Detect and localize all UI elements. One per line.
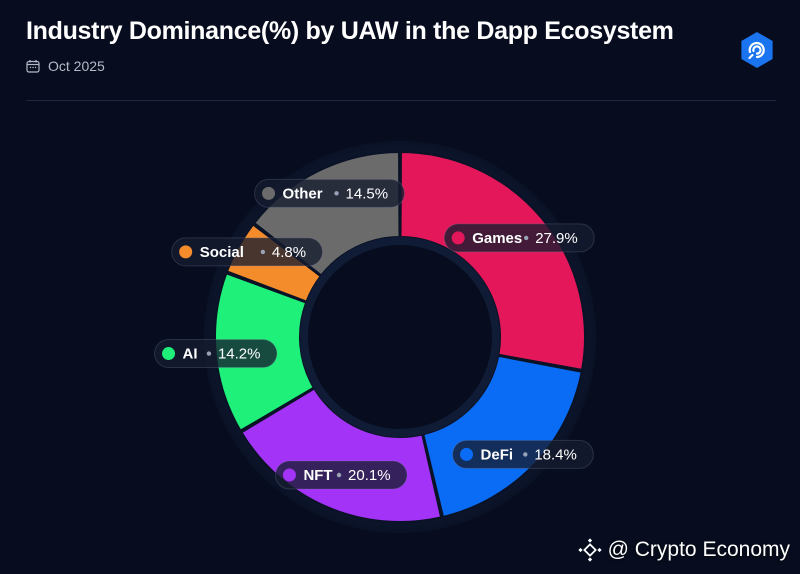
label-value: 20.1% xyxy=(348,467,391,484)
label-value: 14.2% xyxy=(218,346,261,363)
label-nft: NFT 20.1% xyxy=(274,460,408,490)
label-name: NFT xyxy=(303,467,332,484)
label-pill xyxy=(154,339,278,369)
label-pill xyxy=(452,439,594,469)
label-value: 4.8% xyxy=(272,244,306,261)
label-name: AI xyxy=(183,346,198,363)
date-row: Oct 2025 xyxy=(26,58,776,74)
dappradar-logo-icon[interactable] xyxy=(738,31,776,69)
label-pill xyxy=(443,223,595,253)
binance-logo-icon xyxy=(577,538,602,562)
label-value: 18.4% xyxy=(534,446,577,463)
header-divider xyxy=(26,100,776,101)
legend-dot xyxy=(262,186,276,200)
legend-dot xyxy=(282,468,296,482)
label-name: DeFi xyxy=(481,446,514,463)
chart-date: Oct 2025 xyxy=(48,58,105,74)
label-separator xyxy=(334,191,339,196)
chart-header: Industry Dominance(%) by UAW in the Dapp… xyxy=(26,14,776,74)
watermark: @ Crypto Economy xyxy=(577,538,790,562)
label-name: Social xyxy=(200,244,244,261)
label-social: Social 4.8% xyxy=(171,237,323,267)
legend-dot xyxy=(460,447,474,461)
watermark-text: @ Crypto Economy xyxy=(607,538,790,561)
label-pill xyxy=(254,178,406,208)
label-pill xyxy=(171,237,323,267)
label-games: Games 27.9% xyxy=(443,223,595,253)
label-name: Other xyxy=(283,185,323,202)
label-separator xyxy=(206,351,212,356)
legend-dot xyxy=(451,231,465,245)
calendar-icon xyxy=(26,60,40,73)
legend-dot xyxy=(179,245,193,259)
label-value: 14.5% xyxy=(346,185,389,202)
label-name: Games xyxy=(472,230,522,247)
label-pill xyxy=(274,460,408,490)
chart-title: Industry Dominance(%) by UAW in the Dapp… xyxy=(26,17,674,45)
label-separator xyxy=(336,472,342,478)
label-other: Other 14.5% xyxy=(254,178,406,208)
label-separator xyxy=(523,452,528,457)
label-value: 27.9% xyxy=(535,230,578,247)
donut-hole xyxy=(300,237,500,437)
legend-dot xyxy=(162,347,176,361)
label-separator xyxy=(260,249,266,255)
label-ai: AI 14.2% xyxy=(154,339,278,369)
label-separator xyxy=(524,235,529,241)
label-defi: DeFi 18.4% xyxy=(452,439,594,469)
